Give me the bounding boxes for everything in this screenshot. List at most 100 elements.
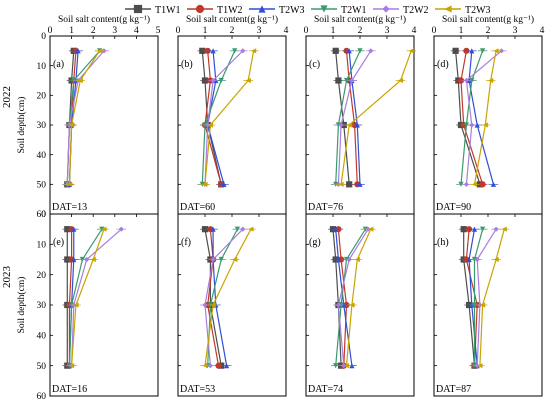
- y-tick-label: 50: [37, 181, 47, 191]
- y-tick-label: 20: [37, 92, 47, 102]
- x-tick-label: 4: [540, 26, 545, 36]
- y-tick-label: 40: [37, 332, 47, 342]
- x-tick-label: 3: [385, 26, 390, 36]
- data-point: [210, 256, 216, 263]
- series-line: [201, 50, 222, 185]
- legend-label: T2W1: [341, 5, 367, 16]
- data-point: [349, 77, 355, 84]
- x-tick-label: 2: [91, 26, 96, 36]
- x-tick-label: 1: [203, 26, 208, 36]
- data-point: [333, 226, 339, 232]
- data-point: [480, 302, 486, 308]
- series-line: [465, 229, 478, 366]
- legend-marker: [444, 5, 452, 13]
- x-axis-title: Soil salt content(g kg⁻¹): [186, 14, 278, 25]
- data-point: [349, 363, 355, 369]
- data-point: [77, 77, 83, 84]
- dat-label: DAT=16: [52, 384, 87, 395]
- data-point: [224, 363, 230, 369]
- data-point: [202, 302, 208, 308]
- series-line: [473, 50, 497, 185]
- dat-label: DAT=76: [308, 202, 343, 213]
- x-axis-title: Soil salt content(g kg⁻¹): [58, 14, 150, 25]
- data-point: [66, 181, 73, 187]
- y-tick-label: 40: [37, 151, 47, 161]
- data-point: [368, 226, 374, 232]
- data-point: [71, 256, 77, 263]
- data-point: [463, 77, 469, 84]
- panel-b: 0 1 2 3 4 (b) DAT=60: [176, 26, 289, 215]
- panel-label: (a): [53, 59, 64, 70]
- series-line: [68, 50, 101, 185]
- data-point: [469, 48, 475, 54]
- panel-frame: [177, 213, 287, 397]
- panel-label: (c): [309, 59, 320, 70]
- data-point: [338, 181, 344, 187]
- data-point: [471, 181, 478, 187]
- data-point: [202, 363, 208, 369]
- data-point: [458, 181, 464, 187]
- data-point: [69, 363, 75, 369]
- data-point: [97, 48, 103, 54]
- data-point: [202, 181, 208, 187]
- y-axis-title: Soil depth(cm): [16, 277, 27, 334]
- data-point: [346, 48, 352, 54]
- data-point: [210, 48, 216, 54]
- panel-d: 0 1 2 3 4 (d) DAT=90: [432, 26, 545, 215]
- panel-label: (h): [437, 237, 449, 248]
- y-tick-label: 0: [41, 210, 46, 220]
- dat-label: DAT=13: [52, 202, 87, 213]
- legend: T1W1 T1W2 T2W3 T2W1 T2W2 T2W3: [125, 4, 491, 16]
- data-point: [463, 122, 469, 128]
- data-point: [354, 122, 360, 128]
- data-point: [368, 48, 374, 54]
- x-tick-label: 1: [69, 26, 74, 36]
- y-tick-label: 30: [37, 301, 47, 311]
- data-point: [335, 77, 342, 84]
- data-point: [471, 226, 478, 232]
- series-line: [71, 228, 122, 366]
- y-tick-label: 30: [37, 121, 47, 131]
- data-point: [335, 256, 341, 263]
- series-line: [340, 50, 412, 185]
- y-tick-label: 50: [37, 362, 47, 372]
- data-point: [84, 256, 90, 263]
- data-point: [357, 48, 363, 54]
- x-tick-label: 2: [358, 26, 363, 36]
- y-tick-label: 10: [37, 241, 47, 251]
- data-point: [240, 48, 246, 54]
- series-line: [345, 228, 372, 366]
- data-point: [479, 181, 486, 188]
- series-line: [204, 50, 222, 185]
- series-line: [207, 229, 220, 366]
- series-line: [348, 50, 361, 185]
- series-line: [204, 50, 244, 185]
- data-point: [480, 48, 486, 54]
- x-tick-label: 0: [48, 26, 53, 36]
- series-line: [335, 50, 361, 185]
- legend-label: T1W2: [217, 5, 243, 16]
- legend-marker: [258, 5, 266, 13]
- panel-c: 0 1 2 3 4 (c) DAT=76: [304, 26, 417, 215]
- series-line: [337, 50, 372, 185]
- series-line: [204, 228, 252, 366]
- x-tick-label: 4: [134, 26, 139, 36]
- data-point: [240, 226, 246, 232]
- data-point: [118, 226, 124, 232]
- year-label: 2022: [1, 86, 13, 108]
- panel-frame: [177, 35, 287, 215]
- data-point: [207, 363, 213, 369]
- data-point: [490, 181, 496, 187]
- dat-label: DAT=74: [308, 384, 343, 395]
- data-point: [346, 256, 352, 263]
- series-line: [68, 228, 103, 366]
- legend-label: T2W3: [279, 5, 305, 16]
- panel-label: (b): [181, 59, 193, 70]
- data-point: [357, 181, 363, 187]
- series-line: [460, 50, 484, 185]
- data-point: [397, 77, 404, 84]
- data-point: [210, 302, 216, 308]
- data-point: [482, 122, 488, 128]
- data-point: [493, 226, 499, 232]
